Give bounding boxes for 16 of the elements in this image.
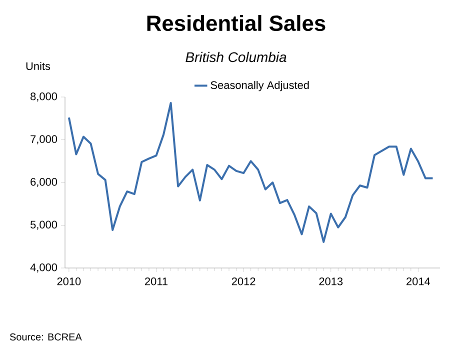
y-tick-label: 8,000 bbox=[30, 92, 58, 102]
y-tick-label: 4,000 bbox=[30, 263, 58, 273]
y-tick-label: 5,000 bbox=[30, 220, 58, 230]
x-tick-label: 2011 bbox=[145, 278, 168, 286]
y-tick-label: 6,000 bbox=[30, 178, 58, 188]
x-tick-label: 2014 bbox=[406, 278, 430, 286]
source-note: Source: BCREA bbox=[10, 333, 82, 340]
chart-title: Residential Sales bbox=[147, 14, 326, 32]
legend-label: Seasonally Adjusted bbox=[210, 80, 309, 92]
x-tick-label: 2012 bbox=[232, 278, 256, 286]
x-tick-label: 2010 bbox=[57, 278, 81, 286]
y-axis-title: Units bbox=[26, 62, 50, 70]
y-tick-label: 7,000 bbox=[30, 135, 58, 144]
line-series bbox=[68, 102, 434, 243]
chart-subtitle: British Columbia bbox=[186, 52, 286, 62]
x-tick-label: 2013 bbox=[319, 278, 343, 286]
